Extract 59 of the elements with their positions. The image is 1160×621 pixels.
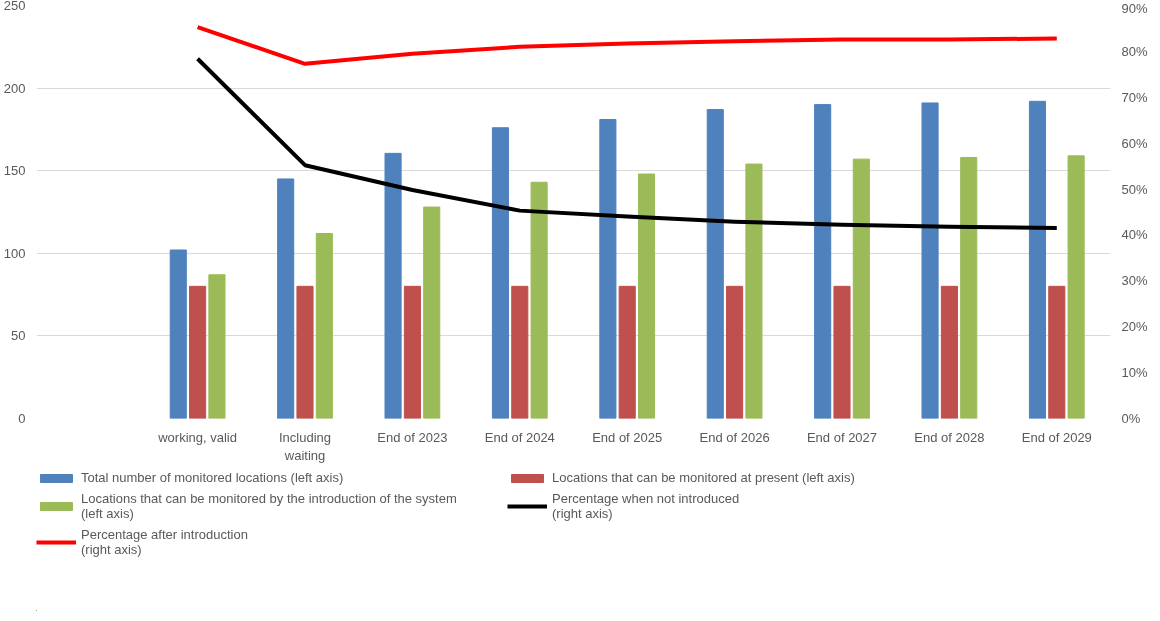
- bar: [599, 118, 617, 419]
- bar: [921, 102, 939, 419]
- bar: [423, 206, 441, 419]
- y2-tick-label: 90%: [1121, 0, 1148, 16]
- x-tick-label: working, valid: [157, 429, 237, 445]
- y2-tick-label: 70%: [1121, 89, 1148, 105]
- bar: [1048, 285, 1066, 419]
- x-tick-label: End of 2028: [914, 429, 985, 445]
- bar: [637, 173, 656, 419]
- legend-label: Total number of monitored locations (left axis): [81, 470, 345, 485]
- bar: [960, 156, 978, 419]
- y2-tick-label: 20%: [1121, 319, 1148, 335]
- y2-tick-label: 60%: [1121, 135, 1148, 151]
- legend-label: Locations that can be monitored by the introduction of the system (left axis): [81, 491, 458, 521]
- bar: [169, 249, 187, 419]
- y-tick-label: 250: [3, 0, 26, 13]
- bar: [384, 152, 402, 419]
- bar: [296, 285, 314, 419]
- bar: [618, 285, 636, 419]
- bar: [511, 285, 529, 419]
- bar: [1067, 155, 1085, 419]
- line-series: [195, 56, 1059, 231]
- y2-tick-label: 80%: [1121, 43, 1148, 59]
- bar: [208, 274, 226, 419]
- y-tick-label: 150: [3, 163, 26, 179]
- bar: [277, 178, 295, 419]
- bar: [706, 109, 724, 419]
- y2-tick-label: 30%: [1121, 273, 1148, 289]
- y2-tick-label: 10%: [1121, 365, 1148, 381]
- x-tick-label: End of 2026: [699, 429, 770, 445]
- y-tick-label: 100: [3, 245, 26, 261]
- x-tick-label: End of 2027: [806, 429, 878, 445]
- y2-tick-label: 0%: [1121, 411, 1141, 426]
- y-tick-label: 0: [18, 411, 26, 426]
- legend-label: Locations that can be monitored at present (left axis): [552, 470, 856, 485]
- bar: [403, 285, 421, 419]
- bar: [726, 285, 744, 419]
- bar: [315, 232, 333, 419]
- bar: [491, 127, 510, 419]
- bar: [814, 104, 832, 419]
- bar: [745, 163, 763, 419]
- legend-label: Percentage after introduction (right axis): [81, 527, 249, 557]
- line-series: [195, 25, 1059, 66]
- bar: [852, 158, 870, 419]
- y-tick-label: 50: [11, 328, 26, 344]
- x-tick-label: End of 2023: [377, 429, 448, 445]
- bar: [833, 285, 851, 419]
- y-tick-label: 200: [3, 80, 26, 96]
- bar: [1028, 100, 1047, 419]
- y2-tick-label: 40%: [1121, 227, 1148, 243]
- legend-label: Percentage when not introduced (right axis): [552, 491, 741, 521]
- x-tick-label: Including waiting: [278, 429, 332, 463]
- bar: [940, 285, 958, 419]
- x-tick-label: End of 2029: [1021, 429, 1092, 445]
- bar: [530, 181, 548, 419]
- bar: [189, 285, 207, 419]
- y2-tick-label: 50%: [1121, 181, 1148, 197]
- x-tick-label: End of 2024: [484, 429, 555, 445]
- x-tick-label: End of 2025: [592, 429, 663, 445]
